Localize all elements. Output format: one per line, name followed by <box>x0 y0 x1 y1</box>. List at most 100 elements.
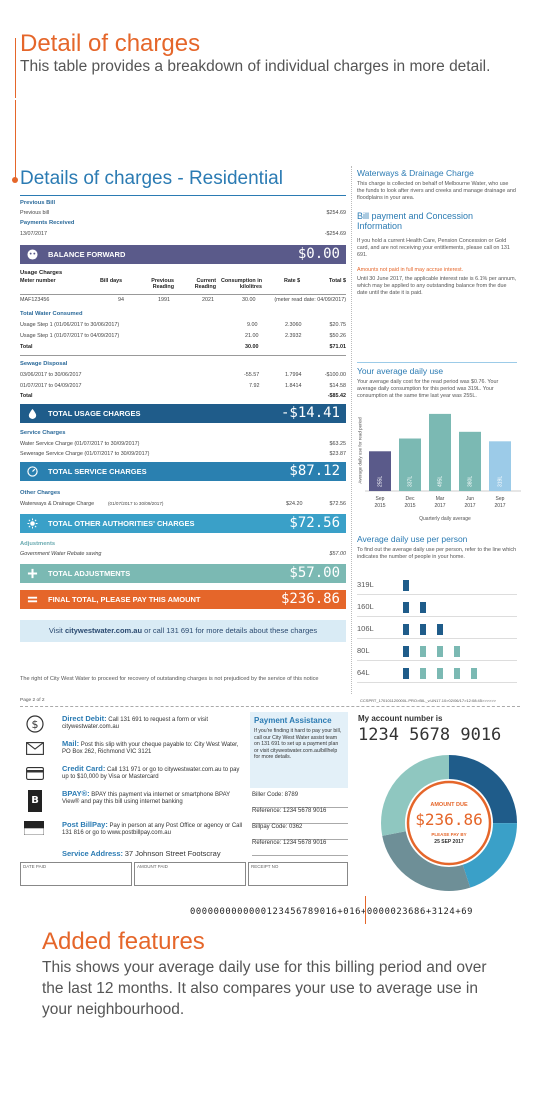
chart-tick-label: 2017 <box>494 503 505 509</box>
column-divider <box>351 166 352 694</box>
water-row-label: Usage Step 1 (01/07/2017 to 04/09/2017) <box>20 333 120 339</box>
reference2-row: Reference: 1234 5678 9016 <box>252 840 348 856</box>
pay-by-label: PLEASE PAY BY <box>431 832 467 837</box>
reference2: Reference: 1234 5678 9016 <box>252 840 327 846</box>
water-row-rate: 2.3060 <box>285 322 302 328</box>
pay-by-date: 25 SEP 2017 <box>434 839 464 845</box>
date-paid-box[interactable]: DATE PAID <box>20 862 132 886</box>
equals-icon <box>27 596 38 603</box>
intro-title: Detail of charges <box>20 30 201 57</box>
title-rule <box>20 195 346 196</box>
total-usage-amount: -$14.41 <box>280 405 340 421</box>
interest-text: Until 30 June 2017, the applicable inter… <box>357 276 517 296</box>
receipt-no-box[interactable]: RECEIPT NO <box>248 862 348 886</box>
chart-value-label: 380L <box>467 476 473 487</box>
water-total-label: Total <box>20 344 33 350</box>
person-icon <box>454 668 460 679</box>
avg-text: Your average daily cost for the read per… <box>357 379 499 399</box>
total-adjust-amount: $57.00 <box>289 565 340 581</box>
print-code: CCSPRT_170101120000L.PRO>BIL_v.UN17.10>0… <box>360 698 496 703</box>
person-row: 106L <box>357 617 517 639</box>
col-prev: Previous Reading <box>151 278 174 290</box>
plus-icon <box>27 568 38 579</box>
post-text: Pay in person at any Post Office or agen… <box>62 823 243 836</box>
intro-accent-line <box>15 38 16 98</box>
water-row-total: $50.26 <box>329 333 347 339</box>
person-icon <box>403 646 409 657</box>
water-rule <box>20 355 346 356</box>
bpay-text: BPAY this payment via internet or smartp… <box>62 792 231 805</box>
features-connector-line <box>365 896 366 924</box>
person-icon <box>420 646 426 657</box>
chart-ylabel: Average daily use for read period <box>357 417 363 484</box>
chart-value-label: 495L <box>437 476 443 487</box>
dollar-icon: $ <box>26 715 44 733</box>
chart-tick-label: Sep <box>376 496 385 502</box>
credit-title: Credit Card: <box>62 764 106 773</box>
service-address: 37 Johnson Street Footscray <box>124 849 221 858</box>
per-person-title: Average daily use per person <box>357 534 468 544</box>
features-text: This shows your average daily use for th… <box>42 959 487 1018</box>
billpay-code-row: Billpay Code: 0362 <box>252 824 348 840</box>
sewage-row-qty: 7.92 <box>249 383 260 389</box>
credit-text: Call 131 971 or go to citywestwater.com.… <box>62 767 240 780</box>
billpay-code: Billpay Code: 0362 <box>252 824 303 830</box>
reference1-row: Reference: 1234 5678 9016 <box>252 808 348 824</box>
person-row-label: 319L <box>357 580 374 589</box>
assistance-title: Payment Assistance <box>254 716 332 725</box>
person-row-label: 106L <box>357 624 374 633</box>
total-other-bar: TOTAL OTHER AUTHORITIES' CHARGES $72.56 <box>20 514 346 533</box>
gauge-icon <box>27 466 38 477</box>
features-title: Added features <box>42 928 205 955</box>
other-label: Waterways & Drainage Charge <box>20 501 95 507</box>
total-other-amount: $72.56 <box>289 515 340 531</box>
service-row-total: $63.25 <box>329 441 347 447</box>
visit-banner: Visit citywestwater.com.au or call 131 6… <box>20 620 346 642</box>
water-row-qty: 9.00 <box>247 322 258 328</box>
person-icon <box>403 668 409 679</box>
chart-tick-label: 2015 <box>374 503 385 509</box>
person-row-label: 160L <box>357 602 374 611</box>
water-heading: Total Water Consumed <box>20 311 83 317</box>
sewage-row-label: 03/06/2017 to 30/06/2017 <box>20 372 82 378</box>
final-total-amount: $236.86 <box>280 591 340 607</box>
chart-tick-label: 2017 <box>434 503 445 509</box>
person-row: 64L <box>357 661 517 683</box>
adjustment-row: Government Water Rebate saving $57.00 <box>20 551 346 559</box>
sun-icon <box>27 518 38 529</box>
biller-code: Biller Code: 8789 <box>252 792 299 798</box>
person-icon <box>420 602 426 613</box>
sewage-total-label: Total <box>20 393 33 399</box>
intro-connector-line <box>15 100 16 180</box>
water-row-2: Usage Step 1 (01/07/2017 to 04/09/2017) … <box>20 333 346 341</box>
person-row: 319L <box>357 573 517 595</box>
balance-forward-label: BALANCE FORWARD <box>48 250 126 259</box>
bpay-row: B BPAY®: BPAY this payment via internet … <box>20 790 244 812</box>
chart-tick-label: Mar <box>436 496 445 502</box>
visit-link[interactable]: citywestwater.com.au <box>64 626 143 635</box>
amount-paid-box[interactable]: AMOUNT PAID <box>134 862 246 886</box>
balance-icon <box>27 249 38 260</box>
chart-value-label: 319L <box>497 476 503 487</box>
total-service-bar: TOTAL SERVICE CHARGES $87.12 <box>20 462 346 481</box>
sewage-row-qty: -55.57 <box>244 372 260 378</box>
usage-header-row: Meter number Bill days Previous Reading … <box>20 278 346 294</box>
person-icon <box>403 624 409 635</box>
sewage-heading: Sewage Disposal <box>20 361 68 367</box>
col-total: Total $ <box>329 278 346 284</box>
usage-rule <box>20 294 346 295</box>
visit-pre: Visit <box>48 626 65 635</box>
service-row-label: Sewerage Service Charge (01/07/2017 to 3… <box>20 451 150 457</box>
water-row-qty: 21.00 <box>245 333 259 339</box>
other-period: (01/07/2017 to 30/09/2017) <box>108 501 164 506</box>
person-icon <box>437 646 443 657</box>
post-billpay-icon <box>24 821 44 835</box>
meter-curr: 2021 <box>202 297 214 303</box>
total-other-label: TOTAL OTHER AUTHORITIES' CHARGES <box>48 519 195 528</box>
water-row-total: $20.75 <box>329 322 347 328</box>
other-heading: Other Charges <box>20 490 61 496</box>
meter-number: MAF123456 <box>20 297 50 303</box>
water-row-rate: 2.3932 <box>285 333 302 339</box>
chart-bar <box>399 438 421 491</box>
svg-text:$: $ <box>32 718 39 731</box>
